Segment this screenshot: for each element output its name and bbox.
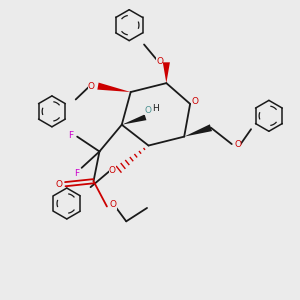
Text: O: O — [110, 200, 117, 209]
Text: F: F — [75, 169, 80, 178]
Text: H: H — [153, 104, 159, 113]
Text: O: O — [156, 57, 163, 66]
Text: O: O — [55, 180, 62, 189]
Text: O: O — [234, 140, 241, 148]
Text: O: O — [192, 97, 199, 106]
Polygon shape — [122, 115, 146, 125]
Polygon shape — [97, 82, 131, 92]
Text: O: O — [88, 82, 95, 91]
Polygon shape — [184, 124, 212, 136]
Text: O: O — [109, 166, 116, 175]
Text: F: F — [68, 130, 73, 140]
Polygon shape — [163, 62, 170, 83]
Text: O: O — [144, 106, 152, 115]
